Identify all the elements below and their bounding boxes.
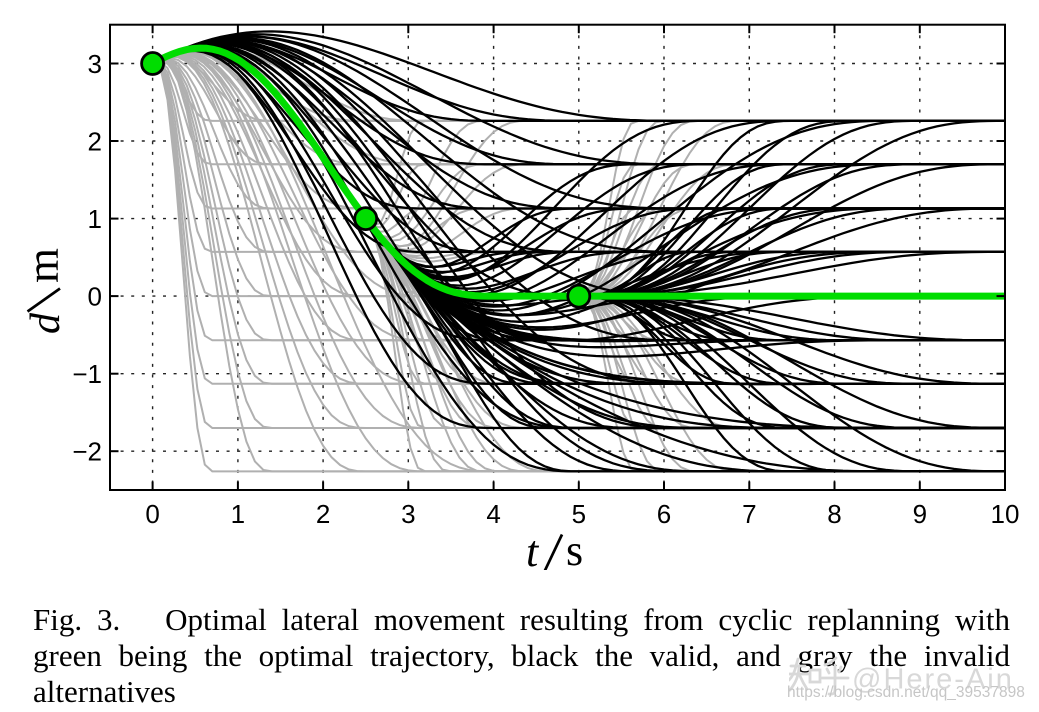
svg-text:10: 10 <box>991 499 1020 529</box>
svg-text:3: 3 <box>401 499 415 529</box>
svg-text:@Here-Ain: @Here-Ain <box>852 664 1014 696</box>
svg-text:6: 6 <box>657 499 671 529</box>
svg-text:1: 1 <box>231 499 245 529</box>
svg-text:3: 3 <box>88 49 102 79</box>
svg-text:−1: −1 <box>72 359 102 389</box>
svg-text:7: 7 <box>742 499 756 529</box>
svg-text:0: 0 <box>145 499 159 529</box>
svg-text:d: d <box>23 312 69 334</box>
svg-text:m: m <box>18 248 68 283</box>
svg-text:4: 4 <box>486 499 500 529</box>
svg-text:9: 9 <box>913 499 927 529</box>
svg-text:8: 8 <box>827 499 841 529</box>
svg-text:2: 2 <box>316 499 330 529</box>
svg-text:−2: −2 <box>72 437 102 467</box>
svg-text:2: 2 <box>88 127 102 157</box>
svg-text:0: 0 <box>88 282 102 312</box>
svg-text:s: s <box>566 526 583 570</box>
svg-text:5: 5 <box>572 499 586 529</box>
svg-text:1: 1 <box>88 204 102 234</box>
svg-text:t: t <box>526 527 540 570</box>
